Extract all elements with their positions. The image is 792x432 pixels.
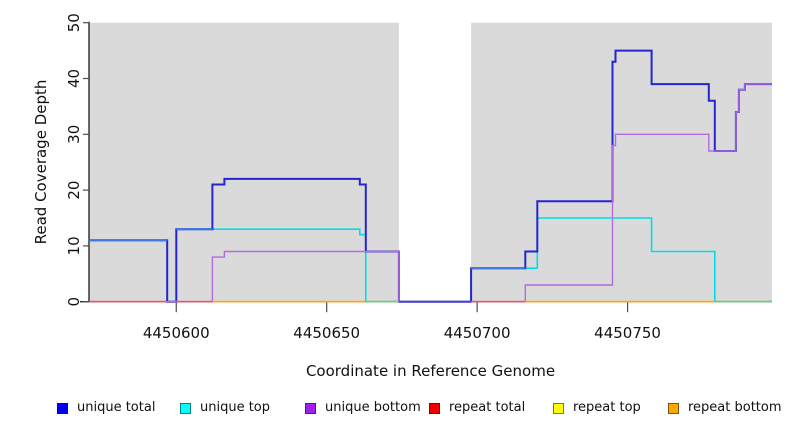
legend-item-repeat-bottom: repeat bottom [668,399,782,417]
legend-item-repeat-total: repeat total [429,399,525,417]
legend-item-unique-bottom: unique bottom [305,399,421,417]
shaded-region [471,22,772,302]
legend-label: repeat total [449,400,526,415]
shaded-region [89,22,399,302]
legend-swatch-icon [553,402,564,414]
legend-label: repeat top [573,400,641,415]
y-tick-label: 40 [65,69,83,88]
x-tick-label: 4450600 [143,324,210,342]
legend-item-unique-top: unique top [180,399,270,417]
legend-swatch-icon [305,402,316,414]
legend-label: unique bottom [325,400,421,415]
x-tick-label: 4450700 [444,324,511,342]
y-tick-label: 0 [65,297,83,307]
legend-swatch-icon [180,402,191,414]
legend: unique total unique top unique bottom repea… [0,399,792,419]
legend-swatch-icon [57,402,68,414]
legend-label: unique total [77,400,156,415]
legend-item-repeat-top: repeat top [553,399,641,417]
x-tick-label: 4450650 [293,324,360,342]
legend-label: repeat bottom [688,400,782,415]
legend-label: unique top [200,400,271,415]
legend-swatch-icon [429,402,440,414]
x-tick-label: 4450750 [594,324,661,342]
y-tick-label: 50 [65,13,83,32]
y-tick-label: 20 [65,181,83,200]
y-axis-title: Read Coverage Depth [32,79,50,245]
legend-item-unique-total: unique total [57,399,155,417]
series-line-unique-bottom [89,83,772,303]
legend-swatch-icon [668,402,679,414]
y-tick-label: 30 [65,125,83,144]
x-axis-title: Coordinate in Reference Genome [305,362,556,380]
y-tick-label: 10 [65,236,83,255]
